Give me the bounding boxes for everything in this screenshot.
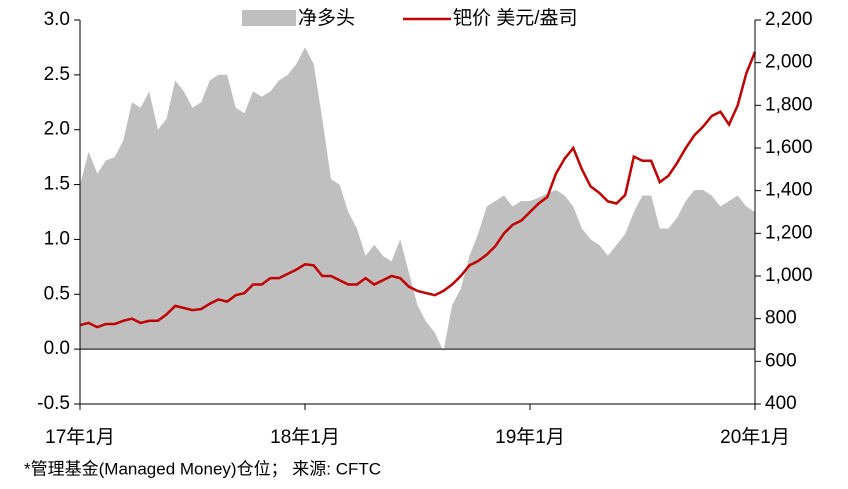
- y-tick-label: 2.0: [44, 119, 70, 140]
- legend-label: 净多头: [298, 7, 355, 29]
- y2-tick-label: 1,200: [765, 222, 813, 243]
- x-tick-label: 20年1月: [720, 426, 790, 448]
- legend-label: 钯价 美元/盎司: [453, 7, 578, 29]
- y-tick-label: 2.5: [44, 64, 70, 85]
- y-tick-label: 0.0: [44, 338, 70, 359]
- y2-tick-label: 2,000: [765, 52, 813, 73]
- x-tick-label: 18年1月: [270, 426, 340, 448]
- price-line: [79, 51, 757, 329]
- footnote: *管理基金(Managed Money)仓位； 来源: CFTC: [24, 459, 381, 478]
- y-tick-label: 0.5: [44, 283, 70, 304]
- x-tick-label: 19年1月: [495, 426, 565, 448]
- y2-tick-label: 600: [765, 350, 797, 371]
- y2-tick-label: 1,600: [765, 137, 813, 158]
- y2-tick-label: 400: [765, 393, 797, 414]
- net-long-area: [80, 47, 755, 352]
- y2-tick-label: 1,800: [765, 94, 813, 115]
- y-tick-label: -0.5: [37, 393, 70, 414]
- y-tick-label: 3.0: [44, 9, 70, 30]
- y-tick-label: 1.5: [44, 174, 70, 195]
- x-tick-label: 17年1月: [45, 426, 115, 448]
- legend-swatch: [242, 10, 296, 26]
- y2-tick-label: 800: [765, 308, 797, 329]
- y-tick-label: 1.0: [44, 228, 70, 249]
- y2-tick-label: 2,200: [765, 9, 813, 30]
- y2-tick-label: 1,400: [765, 180, 813, 201]
- y2-tick-label: 1,000: [765, 265, 813, 286]
